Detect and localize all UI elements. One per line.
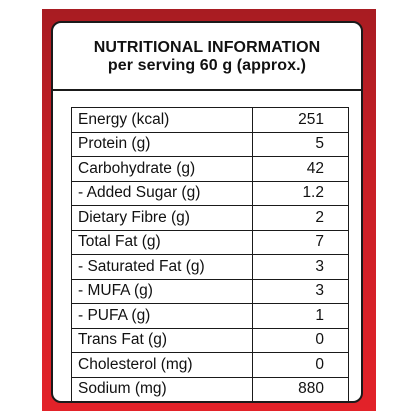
nutrient-name: - Saturated Fat (g) bbox=[71, 254, 253, 280]
nutrient-name: Protein (g) bbox=[71, 131, 253, 157]
nutrient-name: - MUFA (g) bbox=[71, 278, 253, 304]
nutrient-value: 251 bbox=[252, 107, 349, 133]
nutrient-name: Sodium (mg) bbox=[71, 376, 253, 402]
nutrient-name: Total Fat (g) bbox=[71, 229, 253, 255]
nutrient-value: 3 bbox=[252, 254, 349, 280]
table-row: Sodium (mg) 880 bbox=[71, 376, 349, 402]
table-row: - MUFA (g) 3 bbox=[71, 278, 349, 304]
label-heading: NUTRITIONAL INFORMATION per serving 60 g… bbox=[53, 39, 361, 75]
nutrient-value: 42 bbox=[252, 156, 349, 182]
table-row: - Added Sugar (g) 1.2 bbox=[71, 180, 349, 206]
nutrient-name: Energy (kcal) bbox=[71, 107, 253, 133]
nutrient-name: Carbohydrate (g) bbox=[71, 156, 253, 182]
heading-divider bbox=[51, 89, 363, 91]
table-row: Carbohydrate (g) 42 bbox=[71, 156, 349, 182]
table-row: Protein (g) 5 bbox=[71, 131, 349, 157]
nutrient-value: 0 bbox=[252, 352, 349, 378]
nutrition-table: Energy (kcal) 251 Protein (g) 5 Carbohydra… bbox=[71, 107, 349, 402]
nutrition-label-card: NUTRITIONAL INFORMATION per serving 60 g… bbox=[51, 21, 363, 403]
nutrient-value: 7 bbox=[252, 229, 349, 255]
table-row: Cholesterol (mg) 0 bbox=[71, 352, 349, 378]
nutrient-value: 1 bbox=[252, 303, 349, 329]
nutrient-value: 5 bbox=[252, 131, 349, 157]
nutrient-value: 2 bbox=[252, 205, 349, 231]
table-row: Total Fat (g) 7 bbox=[71, 229, 349, 255]
nutrient-name: - PUFA (g) bbox=[71, 303, 253, 329]
table-row: - Saturated Fat (g) 3 bbox=[71, 254, 349, 280]
nutrient-value: 1.2 bbox=[252, 180, 349, 206]
table-row: - PUFA (g) 1 bbox=[71, 303, 349, 329]
nutrient-name: Trans Fat (g) bbox=[71, 327, 253, 353]
table-row: Trans Fat (g) 0 bbox=[71, 327, 349, 353]
table-row: Dietary Fibre (g) 2 bbox=[71, 205, 349, 231]
nutrient-name: Cholesterol (mg) bbox=[71, 352, 253, 378]
nutrient-value: 0 bbox=[252, 327, 349, 353]
label-subtitle: per serving 60 g (approx.) bbox=[107, 57, 307, 74]
nutrient-name: Dietary Fibre (g) bbox=[71, 205, 253, 231]
table-row: Energy (kcal) 251 bbox=[71, 107, 349, 133]
nutrient-name: - Added Sugar (g) bbox=[71, 180, 253, 206]
nutrient-value: 3 bbox=[252, 278, 349, 304]
nutrient-value: 880 bbox=[252, 376, 349, 402]
label-title: NUTRITIONAL INFORMATION bbox=[93, 39, 321, 56]
